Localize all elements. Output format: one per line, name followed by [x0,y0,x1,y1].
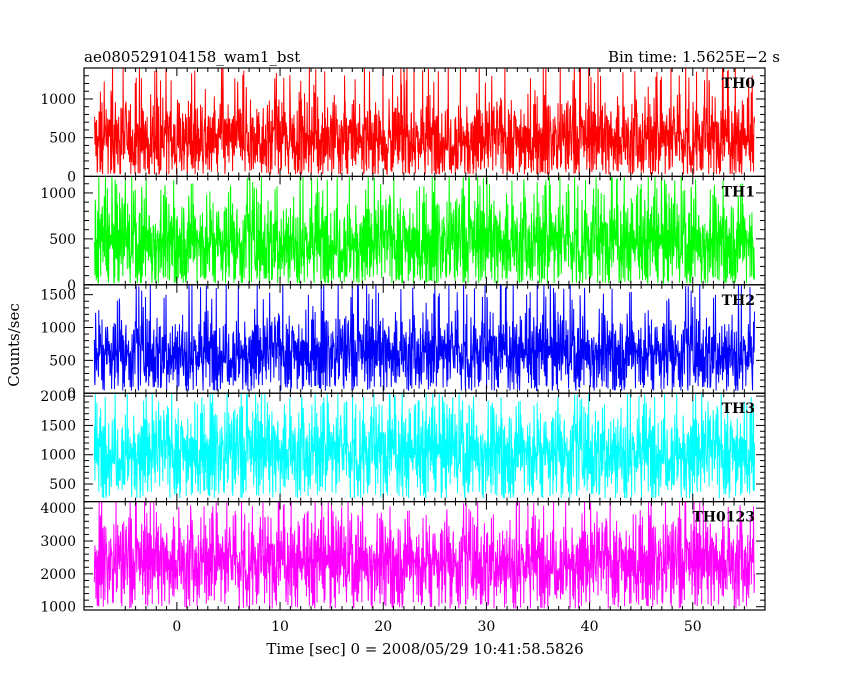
panel-th0: 0 500 1000 TH0 [40,67,766,185]
y-tick-label: 500 [49,477,76,493]
y-tick-label: 0 [67,169,76,185]
panel-label-th1: TH1 [722,184,755,200]
bin-time-label: Bin time: 1.5625E−2 s [608,48,780,66]
y-tick-label: 1000 [40,321,76,337]
x-tick-label: 40 [581,619,599,635]
panel-label-th0123: TH0123 [692,510,755,526]
panel-th0123: 1000 2000 3000 4000 TH0123 [40,501,766,616]
panels-group: 0 500 1000 TH0 0 500 1000 TH1 0 500 1000 1500 TH2 500… [40,67,766,616]
y-tick-label: 1000 [40,186,76,202]
series-th0123 [93,501,755,609]
y-tick-label: 500 [49,131,76,147]
series-th1 [93,176,755,284]
y-tick-label: 0 [67,278,76,294]
chart-title: ae080529104158_wam1_bst [84,48,300,66]
x-axis: 0 10 20 30 40 50 [172,619,701,635]
y-tick-label: 1000 [40,600,76,616]
y-tick-label: 1000 [40,448,76,464]
x-tick-label: 10 [271,619,289,635]
panel-label-th0: TH0 [722,76,756,92]
y-tick-label: 1500 [40,418,76,434]
y-tick-label: 1500 [40,288,76,304]
panel-label-th3: TH3 [722,401,755,417]
y-tick-label: 1000 [40,92,76,108]
x-tick-label: 0 [172,619,181,635]
series-th0 [94,68,755,176]
x-tick-label: 20 [374,619,392,635]
panel-label-th2: TH2 [722,293,755,309]
y-tick-label: 2000 [40,389,76,405]
y-tick-label: 4000 [40,501,76,517]
series-th2 [93,284,755,392]
y-tick-label: 2000 [40,567,76,583]
x-tick-label: 50 [684,619,702,635]
series-th3 [93,393,755,499]
y-tick-label: 0 [67,386,76,402]
y-tick-label: 500 [49,353,76,369]
y-tick-label: 500 [49,232,76,248]
panel-th2: 0 500 1000 1500 TH2 [40,284,766,402]
y-tick-label: 3000 [40,534,76,550]
x-axis-label: Time [sec] 0 = 2008/05/29 10:41:58.5826 [266,640,583,658]
x-tick-label: 30 [477,619,495,635]
panel-th1: 0 500 1000 TH1 [40,175,766,294]
panel-th3: 500 1000 1500 2000 TH3 [40,389,766,503]
y-axis-label: Counts/sec [5,303,23,387]
